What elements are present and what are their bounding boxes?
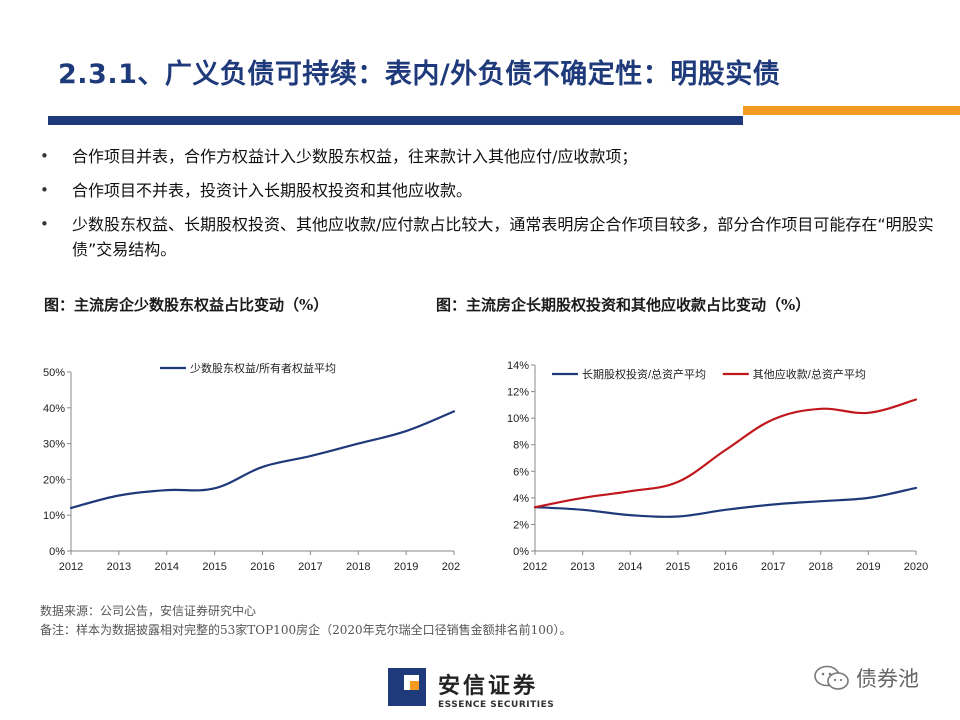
x-tick-label: 2013 — [107, 561, 131, 573]
series-line — [533, 398, 918, 509]
y-tick-label: 20% — [43, 474, 65, 486]
x-tick-label: 2017 — [298, 561, 322, 573]
x-tick-label: 2012 — [523, 561, 547, 573]
x-tick-label: 2015 — [666, 561, 690, 573]
y-tick-label: 6% — [513, 466, 529, 478]
bullet-item: 合作项目不并表，投资计入长期股权投资和其他应收款。 — [40, 178, 940, 203]
y-tick-label: 0% — [513, 546, 529, 558]
series-line — [533, 486, 918, 518]
x-tick-label: 2013 — [570, 561, 594, 573]
legend-label: 少数股东权益/所有者权益平均 — [190, 361, 336, 375]
y-tick-label: 30% — [43, 439, 65, 451]
bullet-item: 合作项目并表，合作方权益计入少数股东权益，往来款计入其他应付/应收款项； — [40, 144, 940, 169]
x-tick-label: 2020 — [904, 561, 928, 573]
essence-logo: 安信证券 ESSENCE SECURITIES — [388, 666, 568, 718]
legend-label: 其他应收款/总资产平均 — [753, 367, 866, 381]
x-tick-label: 2019 — [394, 561, 418, 573]
title-underline-orange — [743, 106, 960, 115]
bullet-item: 少数股东权益、长期股权投资、其他应收款/应付款占比较大，通常表明房企合作项目较多… — [40, 212, 940, 262]
source-text: 数据来源：公司公告，安信证券研究中心 — [40, 604, 257, 618]
x-tick-label: 2018 — [346, 561, 370, 573]
x-tick-label: 2016 — [713, 561, 737, 573]
figure-caption-right: 图：主流房企长期股权投资和其他应收款占比变动（%） — [436, 296, 811, 314]
logo-text-en: ESSENCE SECURITIES — [438, 700, 555, 710]
logo-text-cn: 安信证券 — [438, 674, 539, 699]
wechat-label: 债券池 — [856, 667, 919, 691]
x-tick-label: 2015 — [202, 561, 226, 573]
chart-equity-investment-receivables: 0% 2% 4% 6% 8% 10% 12% 14% 2012 2013 2014 2015 2016 2… — [507, 360, 928, 573]
x-tick-label: 2012 — [59, 561, 83, 573]
x-tick-label: 2017 — [761, 561, 785, 573]
legend-label: 长期股权投资/总资产平均 — [582, 367, 706, 381]
x-tick-label: 2014 — [618, 561, 642, 573]
note-text: 备注：样本为数据披露相对完整的53家TOP100房企（2020年克尔瑞全口径销售… — [40, 623, 572, 637]
x-tick-label: 2019 — [856, 561, 880, 573]
x-tick-label: 2018 — [809, 561, 833, 573]
y-tick-label: 10% — [43, 510, 65, 522]
y-tick-label: 12% — [507, 387, 529, 399]
chart-minority-interest: 0% 10% 20% 30% 40% 50% 2012 2013 2014 2015 2016 201… — [43, 361, 460, 573]
x-tick-label: 2016 — [250, 561, 274, 573]
essence-logo-icon — [388, 668, 426, 706]
series-line — [69, 410, 456, 510]
title-underline-blue — [48, 116, 743, 125]
slide-title: 2.3.1、广义负债可持续：表内/外负债不确定性：明股实债 — [58, 59, 781, 90]
y-tick-label: 50% — [43, 367, 65, 379]
y-tick-label: 14% — [507, 360, 529, 372]
x-tick-label: 2020 — [442, 561, 460, 573]
wechat-icon — [814, 665, 849, 690]
x-tick-label: 2014 — [155, 561, 179, 573]
bullet-list: 合作项目并表，合作方权益计入少数股东权益，往来款计入其他应付/应收款项； 合作项… — [40, 144, 940, 271]
y-tick-label: 4% — [513, 493, 529, 505]
figure-caption-left: 图：主流房企少数股东权益占比变动（%） — [44, 296, 329, 314]
y-tick-label: 10% — [507, 413, 529, 425]
y-tick-label: 0% — [49, 546, 65, 558]
y-tick-label: 2% — [513, 519, 529, 531]
y-tick-label: 8% — [513, 440, 529, 452]
source-notes: 数据来源：公司公告，安信证券研究中心 备注：样本为数据披露相对完整的53家TOP… — [40, 602, 572, 640]
y-tick-label: 40% — [43, 403, 65, 415]
